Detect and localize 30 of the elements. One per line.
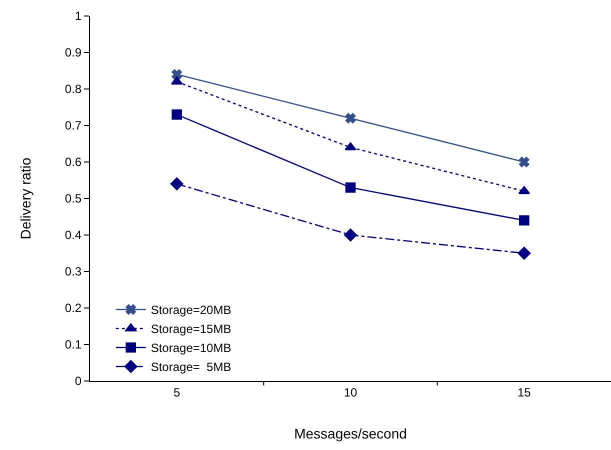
y-tick-label: 0.2	[64, 301, 82, 316]
y-tick-label: 0.9	[64, 46, 82, 60]
y-tick-label: 0.3	[64, 264, 82, 279]
y-tick-label: 0.4	[64, 228, 82, 242]
point	[345, 113, 356, 124]
point	[344, 142, 356, 150]
y-tick-label: 0	[74, 374, 82, 388]
y-tick-label: 0.1	[64, 338, 82, 352]
point	[344, 228, 357, 242]
x-tick-label: 10	[344, 385, 358, 400]
legend-label: Storage=20MB	[150, 303, 232, 318]
point	[518, 246, 531, 260]
y-tick-label: 0.6	[64, 155, 82, 170]
y-axis-title: Delivery ratio	[18, 157, 34, 240]
point	[170, 177, 184, 190]
point	[519, 156, 530, 168]
legend-label: Storage=15MB	[150, 322, 232, 336]
point	[172, 109, 182, 120]
x-tick-label: 5	[173, 385, 180, 400]
x-axis-title: Messages/second	[294, 426, 407, 442]
point	[172, 69, 182, 80]
point	[519, 215, 530, 226]
y-tick-label: 0.5	[64, 192, 82, 206]
y-tick-label: 0.8	[64, 82, 82, 96]
y-tick-label: 1	[74, 9, 82, 24]
legend-label: Storage= 5MB	[150, 360, 232, 374]
point	[345, 182, 356, 193]
y-tick-label: 0.7	[64, 118, 82, 133]
x-tick-label: 15	[517, 385, 532, 400]
legend-label: Storage=10MB	[150, 341, 232, 356]
